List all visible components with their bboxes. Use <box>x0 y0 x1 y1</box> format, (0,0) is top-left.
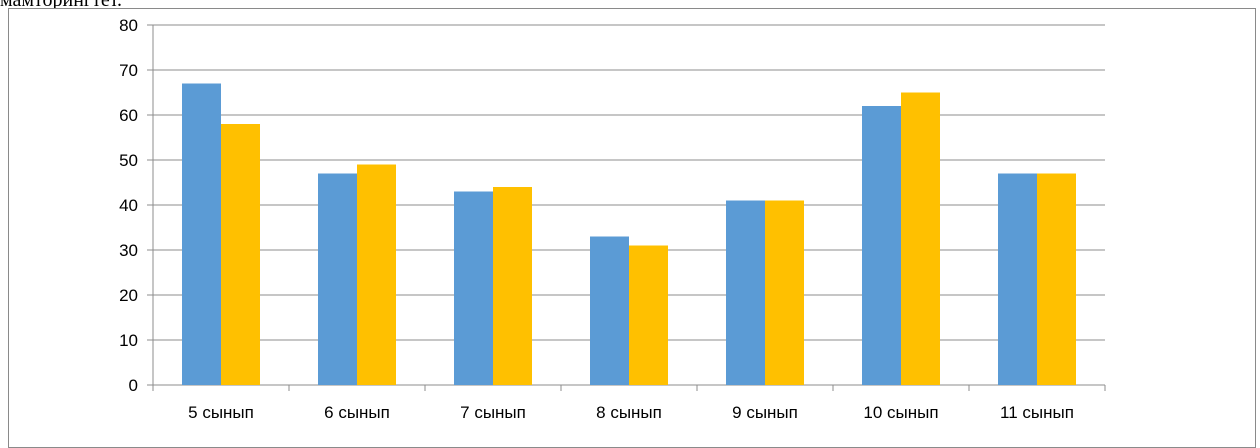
y-tick-label: 70 <box>119 61 138 80</box>
bar-series-1 <box>590 236 629 385</box>
x-category-label: 5 сынып <box>188 403 254 422</box>
y-tick-label: 60 <box>119 106 138 125</box>
bar-series-1 <box>454 191 493 385</box>
bar-series-2 <box>901 92 940 385</box>
bar-series-1 <box>726 200 765 385</box>
x-category-label: 11 сынып <box>1000 403 1074 422</box>
x-category-label: 10 сынып <box>863 403 938 422</box>
x-category-label: 8 сынып <box>596 403 662 422</box>
y-tick-label: 50 <box>119 151 138 170</box>
bar-series-1 <box>318 173 357 385</box>
y-tick-label: 30 <box>119 241 138 260</box>
y-tick-label: 10 <box>119 331 138 350</box>
bar-chart: 0 10 20 30 40 50 60 70 80 5 сынып 6 сынып 7 сынып 8 … <box>119 16 1106 422</box>
document-text-fragment: мамторингтет. <box>0 0 122 11</box>
y-tick-label: 0 <box>129 376 138 395</box>
y-tick-label: 40 <box>119 196 138 215</box>
y-tick-label: 80 <box>119 16 138 35</box>
bar-series-2 <box>1037 173 1076 385</box>
x-category-label: 6 сынып <box>324 403 390 422</box>
y-tick-label: 20 <box>119 286 138 305</box>
bar-series-1 <box>182 83 221 385</box>
bar-series-2 <box>357 164 396 385</box>
bar-series-2 <box>493 187 532 385</box>
bar-series-2 <box>221 124 260 385</box>
bar-series-1 <box>998 173 1037 385</box>
bar-series-2 <box>765 200 804 385</box>
x-category-label: 9 сынып <box>732 403 798 422</box>
x-category-label: 7 сынып <box>460 403 526 422</box>
bar-series-2 <box>629 245 668 385</box>
bar-series-1 <box>862 106 901 385</box>
